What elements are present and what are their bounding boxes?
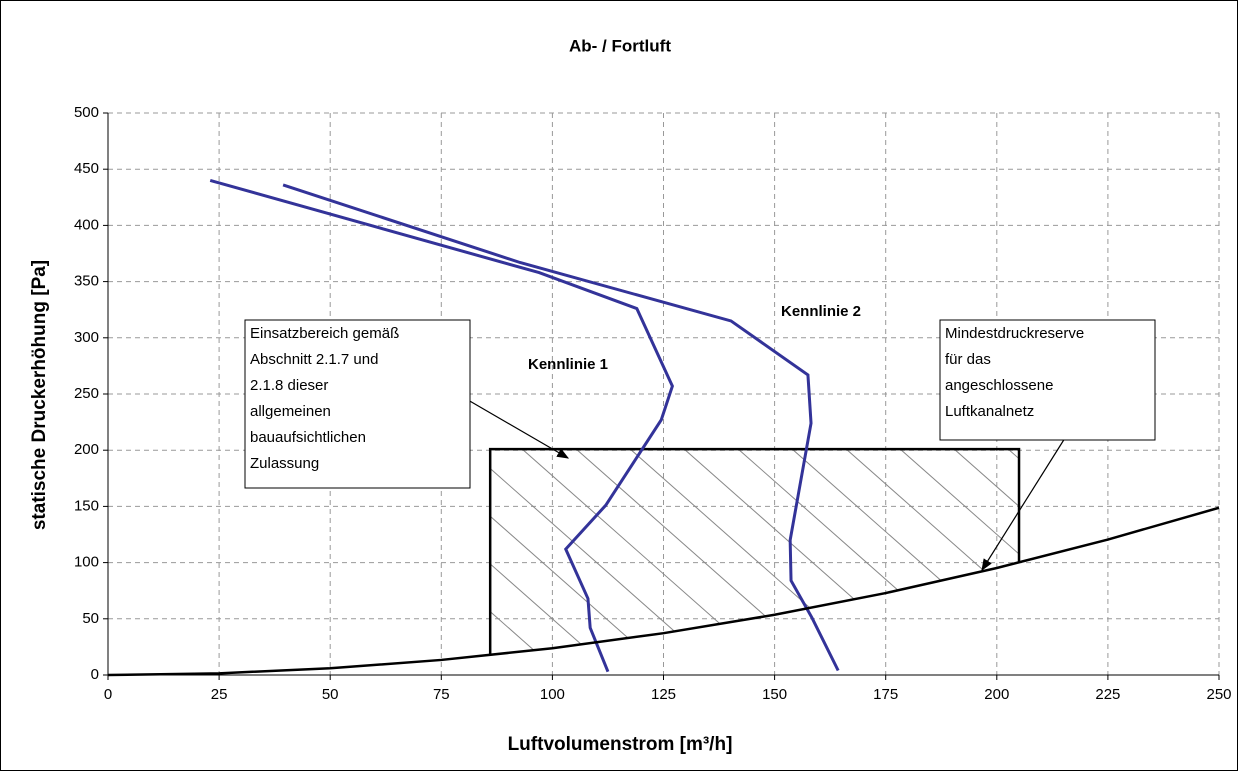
annotation-text: allgemeinen xyxy=(250,403,331,420)
region-outline xyxy=(488,447,1021,655)
y-tick-label: 250 xyxy=(74,385,99,402)
annotation-text: Abschnitt 2.1.7 und xyxy=(250,351,378,368)
series-line xyxy=(209,178,674,673)
x-tick-label: 125 xyxy=(651,686,676,703)
series-line xyxy=(107,506,1220,677)
hatch-line xyxy=(521,449,823,655)
annotation-text: Luftkanalnetz xyxy=(945,403,1034,420)
x-tick-label: 25 xyxy=(211,686,228,703)
hatch-line xyxy=(490,449,661,655)
annotation-box xyxy=(244,319,471,489)
hatch-line xyxy=(899,449,1020,655)
hatch-line xyxy=(490,449,769,655)
x-tick-label: 0 xyxy=(104,686,112,703)
x-tick-label: 50 xyxy=(322,686,339,703)
x-tick-label: 75 xyxy=(433,686,450,703)
annotation-text: bauaufsichtlichen xyxy=(250,429,366,446)
annotation-text: Zulassung xyxy=(250,455,319,472)
y-tick-label: 100 xyxy=(74,554,99,571)
series-label: Kennlinie 1 xyxy=(528,356,608,373)
series-line xyxy=(282,183,840,672)
hatch-line xyxy=(490,449,715,655)
hatch-line xyxy=(737,449,1020,655)
x-tick-label: 225 xyxy=(1095,686,1120,703)
hatch-line xyxy=(629,449,931,655)
series-label: Kennlinie 2 xyxy=(781,303,861,320)
y-axis-label: statische Druckerhöhung [Pa] xyxy=(29,260,50,530)
x-tick-label: 100 xyxy=(540,686,565,703)
annotation-arrow xyxy=(981,437,1066,572)
annotation-text: für das xyxy=(945,351,991,368)
y-tick-label: 300 xyxy=(74,329,99,346)
y-tick-label: 400 xyxy=(74,216,99,233)
y-tick-label: 50 xyxy=(82,610,99,627)
hatch-line xyxy=(575,449,877,655)
annotation-text: Einsatzbereich gemäß xyxy=(250,325,399,342)
x-tick-label: 175 xyxy=(873,686,898,703)
annotation-box xyxy=(939,319,1156,441)
x-tick-label: 150 xyxy=(762,686,787,703)
y-tick-label: 350 xyxy=(74,273,99,290)
annotation-text: angeschlossene xyxy=(945,377,1053,394)
annotation-arrow xyxy=(467,399,570,459)
hatch-line xyxy=(953,449,1020,655)
y-tick-label: 150 xyxy=(74,497,99,514)
annotation-text: Mindestdruckreserve xyxy=(945,325,1084,342)
y-tick-label: 450 xyxy=(74,160,99,177)
y-tick-label: 500 xyxy=(74,104,99,121)
x-tick-label: 250 xyxy=(1206,686,1231,703)
x-axis-label: Luftvolumenstrom [m³/h] xyxy=(508,734,733,755)
y-tick-label: 0 xyxy=(91,666,99,683)
chart-title: Ab- / Fortluft xyxy=(569,36,671,55)
y-tick-label: 200 xyxy=(74,441,99,458)
annotation-text: 2.1.8 dieser xyxy=(250,377,328,394)
hatch xyxy=(490,449,1020,655)
hatch-line xyxy=(683,449,985,655)
x-tick-label: 200 xyxy=(984,686,1009,703)
